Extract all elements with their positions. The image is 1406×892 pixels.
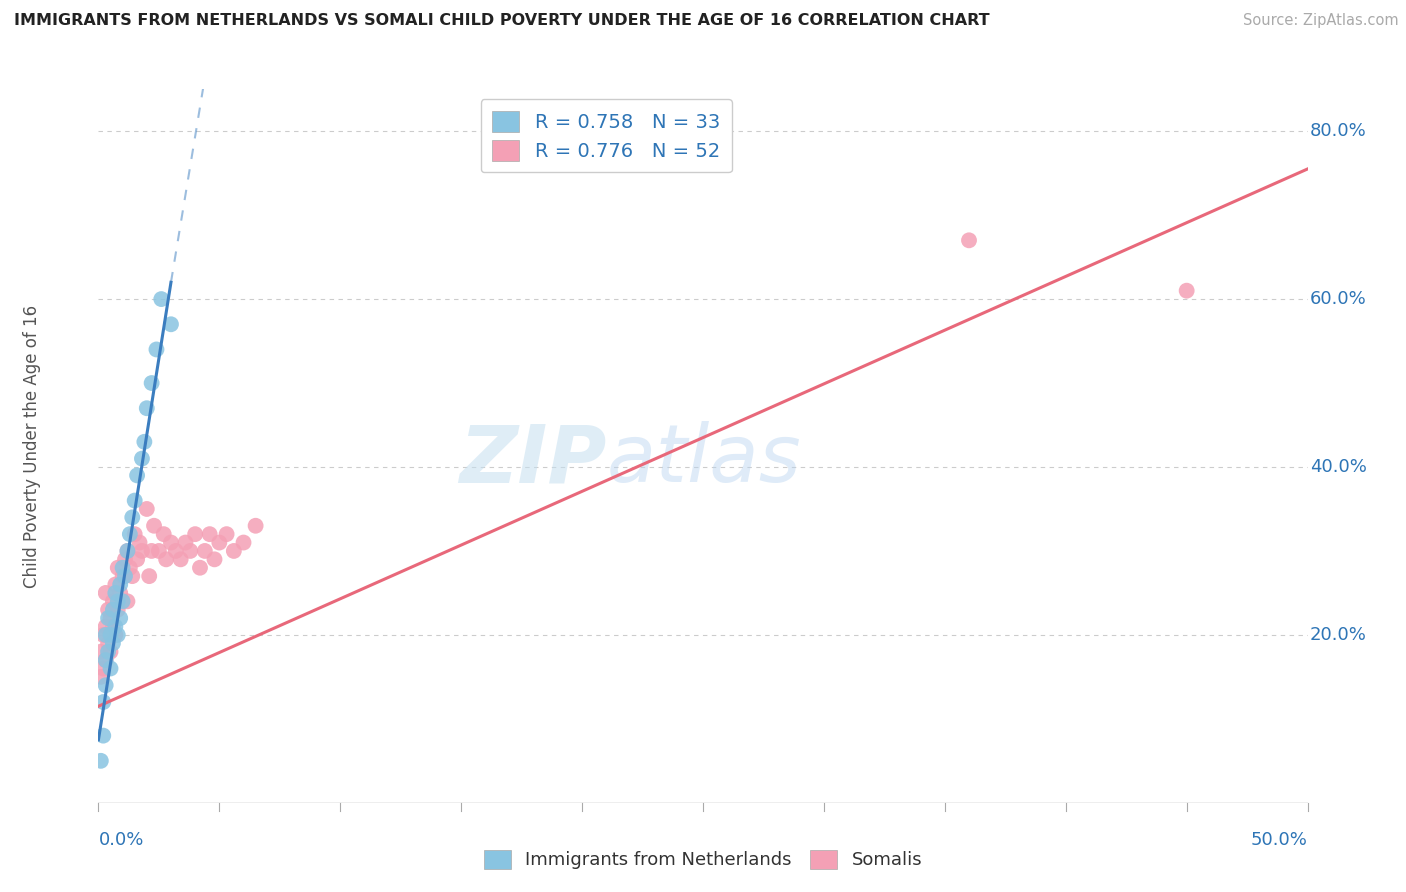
- Point: [141, 376, 163, 390]
- Point: [117, 544, 139, 558]
- Point: [174, 535, 197, 549]
- Point: [179, 544, 201, 558]
- Point: [90, 754, 112, 768]
- Point: [94, 678, 117, 692]
- Text: Source: ZipAtlas.com: Source: ZipAtlas.com: [1243, 13, 1399, 29]
- Point: [108, 577, 131, 591]
- Legend: R = 0.758   N = 33, R = 0.776   N = 52: R = 0.758 N = 33, R = 0.776 N = 52: [481, 99, 733, 172]
- Point: [117, 544, 139, 558]
- Text: ZIP: ZIP: [458, 421, 606, 500]
- Point: [150, 292, 173, 306]
- Point: [188, 560, 211, 574]
- Point: [104, 586, 127, 600]
- Point: [94, 653, 117, 667]
- Legend: Immigrants from Netherlands, Somalis: Immigrants from Netherlands, Somalis: [475, 840, 931, 879]
- Point: [94, 628, 117, 642]
- Point: [131, 451, 153, 466]
- Point: [194, 544, 217, 558]
- Point: [165, 544, 187, 558]
- Point: [124, 527, 146, 541]
- Point: [100, 611, 122, 625]
- Point: [117, 594, 139, 608]
- Point: [107, 603, 129, 617]
- Point: [104, 577, 127, 591]
- Point: [160, 535, 183, 549]
- Point: [152, 527, 174, 541]
- Point: [215, 527, 238, 541]
- Point: [108, 611, 131, 625]
- Point: [111, 594, 134, 608]
- Text: Child Poverty Under the Age of 16: Child Poverty Under the Age of 16: [22, 304, 41, 588]
- Point: [100, 645, 122, 659]
- Text: 40.0%: 40.0%: [1310, 458, 1367, 476]
- Point: [127, 468, 149, 483]
- Point: [90, 645, 112, 659]
- Point: [101, 619, 124, 633]
- Point: [91, 661, 114, 675]
- Point: [91, 628, 114, 642]
- Point: [198, 527, 221, 541]
- Point: [124, 493, 146, 508]
- Point: [100, 628, 122, 642]
- Point: [104, 619, 127, 633]
- Text: 80.0%: 80.0%: [1310, 122, 1367, 140]
- Point: [160, 318, 183, 332]
- Point: [101, 603, 124, 617]
- Point: [108, 586, 131, 600]
- Text: 50.0%: 50.0%: [1251, 831, 1308, 849]
- Point: [155, 552, 177, 566]
- Point: [134, 434, 156, 449]
- Point: [111, 560, 134, 574]
- Point: [141, 544, 163, 558]
- Point: [101, 636, 124, 650]
- Point: [100, 661, 122, 675]
- Point: [90, 670, 112, 684]
- Text: atlas: atlas: [606, 421, 801, 500]
- Point: [131, 544, 153, 558]
- Point: [127, 552, 149, 566]
- Point: [97, 645, 120, 659]
- Text: 60.0%: 60.0%: [1310, 290, 1367, 308]
- Point: [128, 535, 150, 549]
- Point: [107, 560, 129, 574]
- Text: 0.0%: 0.0%: [98, 831, 143, 849]
- Point: [957, 233, 980, 247]
- Point: [91, 729, 114, 743]
- Point: [148, 544, 170, 558]
- Point: [245, 518, 267, 533]
- Point: [94, 586, 117, 600]
- Point: [135, 401, 157, 416]
- Point: [118, 527, 141, 541]
- Point: [184, 527, 207, 541]
- Point: [104, 628, 127, 642]
- Point: [97, 636, 120, 650]
- Point: [121, 569, 143, 583]
- Point: [114, 552, 136, 566]
- Point: [94, 619, 117, 633]
- Point: [101, 594, 124, 608]
- Point: [222, 544, 245, 558]
- Point: [145, 343, 167, 357]
- Point: [97, 603, 120, 617]
- Point: [208, 535, 231, 549]
- Point: [107, 594, 129, 608]
- Point: [97, 611, 120, 625]
- Text: 20.0%: 20.0%: [1310, 626, 1367, 644]
- Point: [107, 628, 129, 642]
- Text: IMMIGRANTS FROM NETHERLANDS VS SOMALI CHILD POVERTY UNDER THE AGE OF 16 CORRELAT: IMMIGRANTS FROM NETHERLANDS VS SOMALI CH…: [14, 13, 990, 29]
- Point: [169, 552, 191, 566]
- Point: [204, 552, 226, 566]
- Point: [114, 569, 136, 583]
- Point: [138, 569, 160, 583]
- Point: [143, 518, 166, 533]
- Point: [91, 695, 114, 709]
- Point: [135, 502, 157, 516]
- Point: [94, 653, 117, 667]
- Point: [121, 510, 143, 524]
- Point: [111, 569, 134, 583]
- Point: [1175, 284, 1198, 298]
- Point: [118, 560, 141, 574]
- Point: [232, 535, 254, 549]
